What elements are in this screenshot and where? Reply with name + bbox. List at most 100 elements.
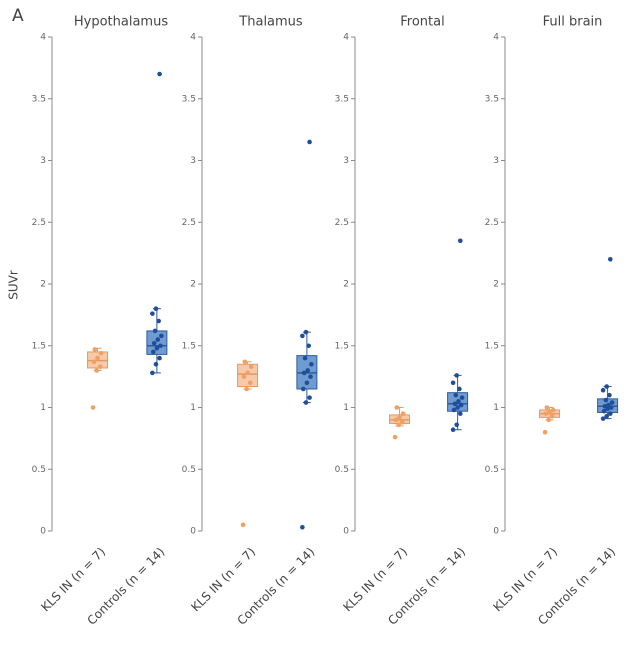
data-point — [394, 405, 400, 410]
data-point — [397, 415, 402, 420]
data-point — [154, 345, 160, 351]
y-tick-label: 0 — [190, 527, 196, 537]
data-point — [456, 399, 461, 404]
data-point — [153, 361, 159, 367]
data-point — [602, 403, 608, 409]
data-point — [396, 422, 401, 428]
data-point — [304, 380, 310, 386]
y-tick-label: 2.5 — [485, 218, 499, 228]
data-point — [241, 374, 247, 379]
data-point — [309, 361, 314, 367]
data-point — [608, 411, 613, 416]
data-point — [458, 402, 464, 408]
panel-label: A — [12, 6, 24, 26]
data-point — [550, 407, 556, 413]
y-tick-label: 3 — [343, 156, 349, 166]
y-tick-label: 2 — [493, 280, 499, 290]
data-point — [458, 411, 463, 416]
data-point — [158, 343, 163, 349]
y-tick-label: 4 — [343, 33, 349, 43]
y-tick-label: 1.5 — [32, 341, 46, 351]
data-point — [459, 395, 465, 400]
data-point — [150, 370, 155, 376]
data-point — [450, 427, 456, 433]
data-point — [603, 397, 609, 403]
data-point — [450, 380, 456, 386]
data-point — [97, 364, 103, 370]
data-point — [307, 139, 312, 145]
y-tick-label: 4 — [190, 33, 196, 43]
data-point — [606, 402, 611, 408]
y-tick-label: 2.5 — [32, 218, 46, 228]
data-point — [608, 257, 613, 262]
y-tick-label: 4 — [493, 33, 499, 43]
data-point — [451, 407, 457, 413]
data-point — [604, 413, 609, 419]
data-point — [150, 311, 155, 316]
y-tick-label: 0.5 — [182, 465, 196, 475]
y-tick-label: 1.5 — [182, 341, 196, 351]
y-tick-label: 1.5 — [335, 341, 349, 351]
y-tick-label: 3.5 — [32, 94, 46, 104]
data-point — [455, 405, 460, 410]
data-point — [601, 408, 607, 414]
y-tick-label: 3 — [493, 156, 499, 166]
data-point — [542, 429, 548, 435]
y-tick-label: 2 — [190, 280, 196, 290]
data-point — [609, 400, 615, 405]
data-point — [244, 386, 249, 392]
data-point — [98, 350, 104, 356]
y-tick-label: 3.5 — [485, 94, 499, 104]
y-tick-label: 0.5 — [32, 465, 46, 475]
y-tick-label: 2 — [40, 280, 46, 290]
data-point — [92, 347, 98, 352]
data-point — [458, 238, 463, 244]
panel-title: Hypothalamus — [74, 15, 168, 30]
data-point — [306, 343, 311, 349]
y-tick-label: 3 — [40, 156, 46, 166]
data-point — [300, 333, 305, 339]
data-point — [90, 405, 96, 410]
y-axis-label: SUVr — [7, 270, 21, 300]
y-tick-label: 1.5 — [485, 341, 499, 351]
data-point — [157, 71, 162, 77]
data-point — [303, 400, 309, 405]
panel-title: Full brain — [543, 15, 603, 30]
y-tick-label: 4 — [40, 33, 46, 43]
y-tick-label: 2 — [343, 280, 349, 290]
data-point — [248, 364, 254, 370]
panel-title: Thalamus — [238, 15, 303, 30]
data-point — [301, 370, 307, 376]
data-point — [547, 410, 552, 415]
y-tick-label: 1 — [493, 403, 499, 413]
y-tick-label: 2.5 — [182, 218, 196, 228]
data-point — [454, 422, 460, 428]
data-point — [91, 359, 97, 365]
data-point — [543, 411, 549, 416]
data-point — [155, 337, 161, 342]
data-point — [302, 355, 308, 361]
data-point — [307, 395, 312, 400]
y-tick-label: 0 — [40, 527, 46, 537]
data-point — [393, 417, 399, 423]
data-point — [308, 374, 313, 379]
data-point — [153, 306, 159, 312]
y-tick-label: 3 — [190, 156, 196, 166]
y-tick-label: 0 — [493, 527, 499, 537]
box — [146, 330, 168, 355]
data-point — [152, 328, 158, 334]
data-point — [399, 420, 405, 425]
data-point — [454, 373, 460, 378]
y-tick-label: 0.5 — [485, 465, 499, 475]
y-tick-label: 3.5 — [182, 94, 196, 104]
y-tick-label: 1 — [343, 403, 349, 413]
data-point — [452, 401, 458, 407]
data-point — [300, 524, 305, 530]
y-tick-label: 1 — [40, 403, 46, 413]
data-point — [247, 380, 253, 386]
data-point — [549, 413, 555, 419]
data-point — [242, 359, 248, 365]
data-point — [300, 386, 306, 392]
data-point — [400, 411, 406, 416]
